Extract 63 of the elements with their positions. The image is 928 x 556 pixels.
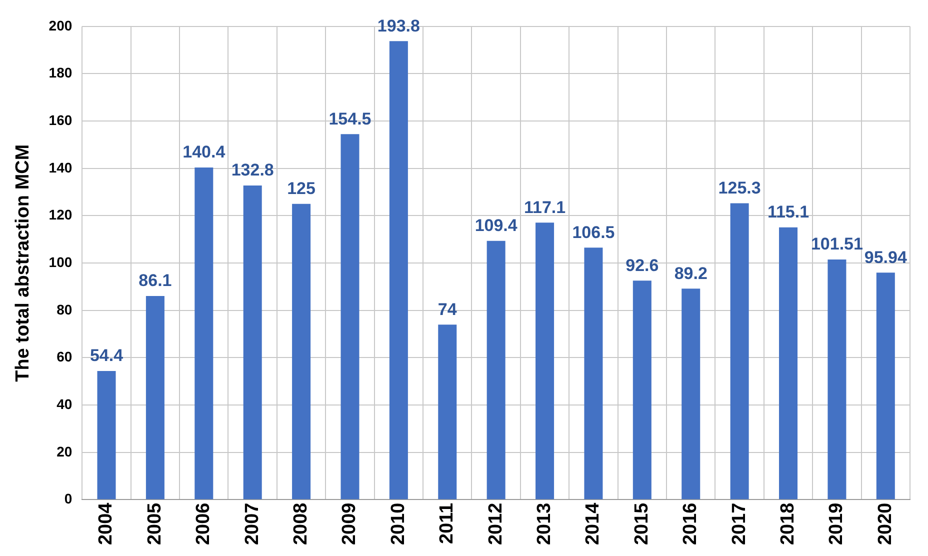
x-tick-label: 2004 (96, 502, 117, 546)
bar (389, 41, 408, 500)
bar (340, 134, 360, 500)
x-tick-label: 2019 (826, 502, 848, 546)
data-label: 125.3 (718, 178, 761, 198)
x-tick-label: 2013 (534, 502, 556, 546)
bar (243, 185, 262, 500)
bar (632, 280, 652, 500)
bar (730, 203, 749, 500)
data-label: 54.4 (90, 346, 124, 366)
data-label: 115.1 (767, 202, 810, 222)
x-tick-label: 2017 (728, 502, 750, 546)
x-tick-label: 2016 (680, 502, 702, 546)
y-axis-title: The total abstraction MCM (12, 144, 34, 382)
bar (828, 259, 846, 500)
bar (876, 272, 895, 500)
bar (779, 227, 798, 500)
data-label: 154.5 (328, 109, 372, 128)
data-label: 132.8 (231, 160, 274, 180)
data-label: 101.51 (810, 234, 863, 254)
data-label: 109.4 (474, 216, 518, 236)
y-tick-label: 40 (56, 396, 72, 412)
bar (682, 288, 700, 500)
x-tick-label: 2007 (242, 502, 263, 546)
data-label: 92.6 (626, 256, 659, 275)
x-tick-label: 2008 (290, 502, 312, 546)
y-tick-label: 80 (56, 301, 72, 318)
bar (584, 248, 603, 500)
y-tick-label: 60 (56, 348, 72, 365)
x-tick-label: 2005 (144, 502, 166, 546)
x-tick-label: 2014 (582, 502, 604, 546)
x-tick-label: 2015 (631, 502, 652, 546)
data-label: 86.1 (138, 271, 172, 290)
bar (536, 222, 554, 500)
y-tick-label: 200 (48, 17, 72, 34)
data-label: 95.94 (864, 248, 908, 267)
x-tick-label: 2011 (436, 502, 458, 544)
data-label: 140.4 (182, 142, 226, 162)
data-label: 106.5 (572, 222, 615, 242)
y-tick-label: 20 (56, 443, 72, 460)
x-tick-label: 2012 (485, 502, 506, 546)
data-label: 117.1 (524, 198, 566, 217)
data-label: 89.2 (674, 264, 708, 283)
data-label: 125 (287, 179, 316, 198)
bar (97, 370, 116, 500)
y-tick-label: 0 (64, 490, 72, 507)
y-tick-label: 180 (48, 64, 72, 81)
y-tick-label: 100 (48, 254, 72, 270)
bar (292, 204, 311, 500)
x-tick-label: 2010 (388, 502, 409, 546)
bar (146, 296, 164, 500)
bar (486, 240, 506, 500)
x-tick-label: 2009 (339, 502, 360, 546)
bar (194, 167, 214, 500)
y-tick-label: 120 (48, 206, 72, 223)
x-tick-label: 2018 (777, 502, 798, 546)
y-tick-label: 160 (48, 112, 72, 128)
y-tick-label: 140 (48, 159, 72, 176)
bar (438, 324, 457, 500)
x-tick-label: 2020 (874, 502, 896, 546)
x-tick-label: 2006 (193, 502, 214, 546)
data-label: 74 (438, 300, 458, 319)
data-label: 193.8 (377, 16, 420, 36)
